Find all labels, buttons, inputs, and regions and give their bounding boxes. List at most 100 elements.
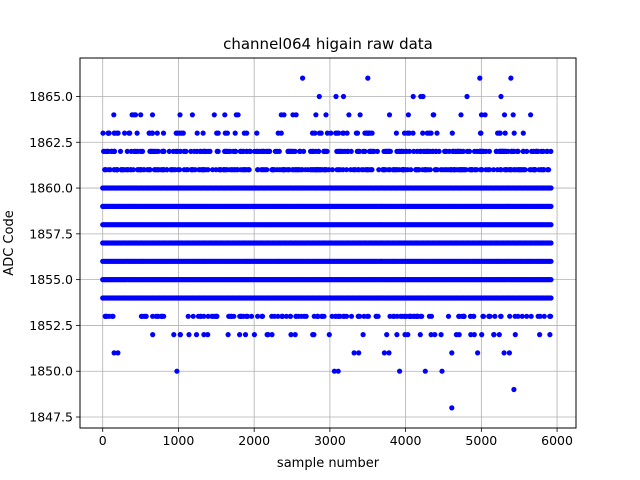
y-tick-label: 1862.5 [29, 135, 73, 150]
data-point [277, 167, 283, 173]
data-point [410, 93, 416, 100]
chart-title: channel064 higain raw data [223, 35, 433, 53]
data-point [251, 332, 257, 338]
data-point [278, 112, 284, 118]
data-point [232, 148, 238, 154]
data-point [107, 167, 113, 173]
data-point [207, 148, 213, 154]
data-point [259, 313, 266, 319]
data-point [299, 167, 305, 173]
data-point [480, 313, 487, 319]
data-point [498, 167, 504, 173]
data-point [479, 332, 485, 338]
data-point [134, 130, 140, 136]
data-point [354, 130, 361, 136]
data-point [357, 112, 363, 118]
plot-frame [79, 57, 577, 429]
x-tick-label: 3000 [314, 433, 346, 448]
data-point [205, 332, 211, 338]
data-point [393, 130, 399, 136]
x-tick-label: 1000 [163, 433, 195, 448]
data-point [394, 313, 400, 319]
data-point [242, 332, 249, 338]
data-point [438, 332, 444, 338]
data-point [244, 148, 250, 154]
data-point [248, 313, 255, 319]
data-point [438, 167, 444, 173]
data-point [510, 112, 516, 118]
data-point [115, 350, 121, 356]
data-point [363, 130, 370, 136]
data-point [155, 313, 161, 319]
y-tick-label: 1850.0 [29, 364, 73, 379]
data-point [430, 112, 436, 118]
data-point [394, 332, 400, 338]
data-point [331, 368, 337, 374]
data-point [355, 148, 361, 154]
data-point [482, 112, 488, 118]
data-point [442, 167, 448, 173]
data-point [262, 167, 268, 173]
data-point [313, 112, 319, 118]
data-point [424, 130, 430, 136]
data-point [214, 130, 220, 136]
data-point [142, 313, 149, 319]
y-tick-label: 1865.0 [29, 89, 73, 104]
data-point [269, 167, 275, 173]
y-tick-label: 1857.5 [29, 226, 73, 241]
data-point [300, 75, 306, 81]
data-point [298, 313, 304, 319]
data-point [265, 332, 271, 338]
data-point [196, 167, 202, 173]
data-point [279, 313, 285, 319]
data-point [467, 313, 474, 319]
data-point [147, 130, 153, 136]
data-point [281, 167, 287, 173]
data-point [312, 130, 318, 136]
data-point [180, 130, 186, 136]
data-point [122, 130, 128, 136]
data-point [111, 112, 117, 118]
data-point [516, 167, 522, 173]
data-point [150, 332, 156, 338]
data-point [403, 148, 409, 154]
data-point [511, 386, 517, 393]
data-point [449, 350, 455, 356]
data-point [522, 167, 528, 173]
data-point [511, 167, 517, 173]
data-point [483, 167, 489, 173]
data-point [471, 148, 478, 154]
data-point [101, 148, 107, 154]
data-point [255, 167, 261, 173]
data-point [427, 148, 433, 154]
data-point [117, 148, 124, 154]
y-tick-label: 1855.0 [29, 272, 73, 287]
data-point [345, 148, 351, 154]
data-point [293, 167, 299, 173]
data-point [502, 130, 508, 136]
data-point [283, 313, 289, 319]
data-point [287, 313, 293, 319]
data-point [254, 130, 260, 136]
data-point [336, 313, 342, 319]
data-point [171, 167, 177, 173]
x-tick-label: 5000 [465, 433, 497, 448]
data-point [310, 332, 316, 338]
data-point [285, 148, 291, 154]
data-point [192, 167, 198, 173]
data-point [459, 313, 465, 319]
data-point [439, 368, 445, 374]
data-point [149, 112, 156, 118]
data-point [193, 332, 200, 338]
data-point [247, 148, 253, 154]
data-point [519, 313, 525, 319]
data-points [100, 75, 554, 411]
data-point [422, 167, 428, 173]
data-point [175, 167, 181, 173]
data-point [102, 167, 108, 173]
data-point [288, 332, 294, 338]
data-point [411, 148, 417, 154]
data-point [350, 167, 357, 173]
data-point [118, 167, 124, 173]
